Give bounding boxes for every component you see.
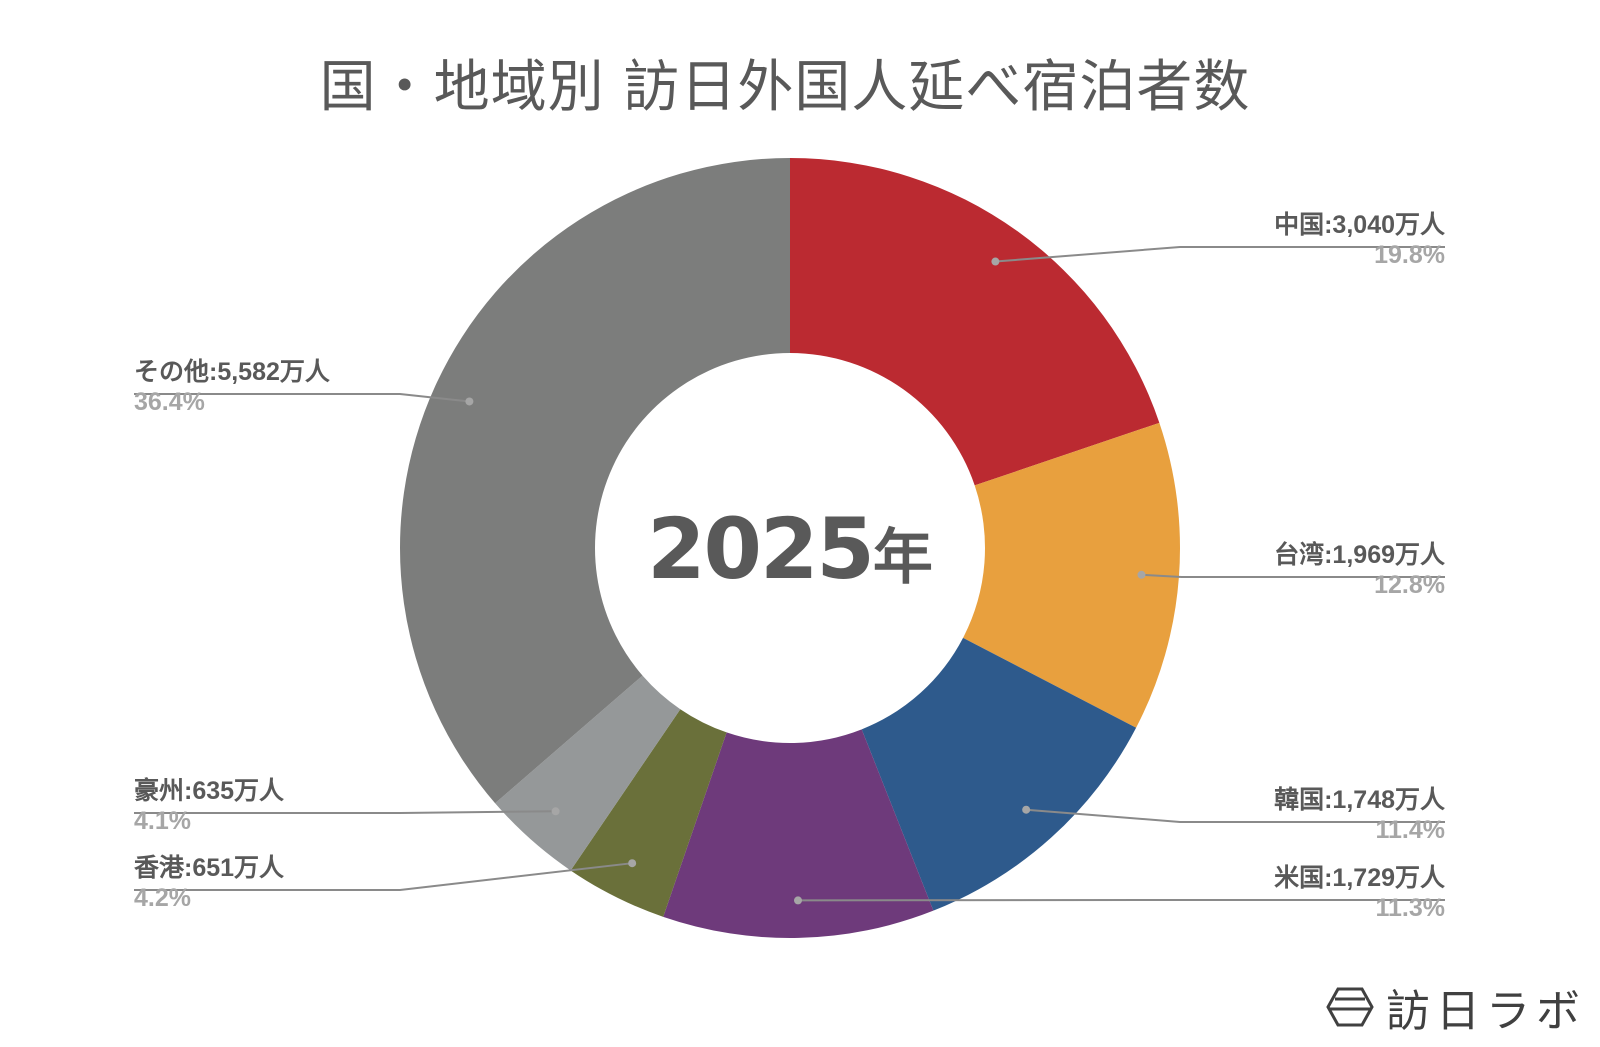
leader-dot (991, 257, 1000, 266)
label-hongkong-value: 香港:651万人 (134, 854, 285, 882)
leader-line (134, 393, 470, 403)
leader-lines (134, 246, 1445, 905)
leader-line (995, 246, 1445, 263)
brand-logo-text: 訪日ラボ (1386, 986, 1586, 1037)
label-hongkong-percent: 4.2% (134, 884, 191, 912)
label-taiwan-percent: 12.8% (1374, 571, 1445, 599)
label-australia-value: 豪州:635万人 (134, 777, 285, 805)
donut-slices (400, 158, 1181, 938)
label-korea: 韓国:1,748万人 11.4% (1274, 785, 1445, 845)
slice-0 (790, 158, 1160, 486)
label-taiwan: 台湾:1,969万人 12.8% (1274, 540, 1445, 600)
label-australia-percent: 4.1% (134, 807, 191, 835)
slice-6 (400, 158, 790, 804)
leader-line (134, 862, 633, 891)
label-korea-value: 韓国:1,748万人 (1274, 786, 1445, 814)
slice-2 (861, 637, 1137, 911)
leader-dot (465, 397, 474, 406)
label-china: 中国:3,040万人 19.8% (1274, 210, 1445, 270)
label-china-percent: 19.8% (1374, 241, 1445, 269)
slice-5 (495, 675, 681, 871)
label-taiwan-value: 台湾:1,969万人 (1274, 541, 1445, 569)
label-australia: 豪州:635万人 4.1% (134, 776, 284, 836)
label-korea-percent: 11.4% (1375, 816, 1445, 844)
label-others: その他:5,582万人 36.4% (134, 357, 330, 417)
center-year: 2025 (647, 500, 875, 598)
leader-dot (1137, 570, 1146, 579)
label-china-value: 中国:3,040万人 (1274, 211, 1445, 239)
center-year-label: 2025年 (590, 500, 990, 598)
label-usa-value: 米国:1,729万人 (1274, 864, 1445, 892)
brand-logo: 訪日ラボ (1326, 975, 1586, 1039)
leader-dot (1022, 805, 1031, 814)
leader-line (134, 810, 556, 814)
slice-3 (663, 729, 934, 938)
label-others-percent: 36.4% (134, 388, 205, 416)
chart-title: 国・地域別 訪日外国人延べ宿泊者数 (319, 55, 1251, 120)
hexagon-logo-icon (1326, 987, 1374, 1027)
slice-1 (963, 422, 1181, 728)
center-year-suffix: 年 (872, 523, 933, 593)
leader-dot (551, 807, 560, 816)
label-others-value: その他:5,582万人 (134, 358, 330, 386)
leader-dot (794, 896, 803, 905)
label-hongkong: 香港:651万人 4.2% (134, 853, 284, 913)
leader-dot (628, 859, 637, 868)
label-usa-percent: 11.3% (1375, 894, 1445, 922)
leader-line (1141, 573, 1445, 578)
label-usa: 米国:1,729万人 11.3% (1274, 863, 1445, 923)
leader-line (1026, 808, 1445, 823)
